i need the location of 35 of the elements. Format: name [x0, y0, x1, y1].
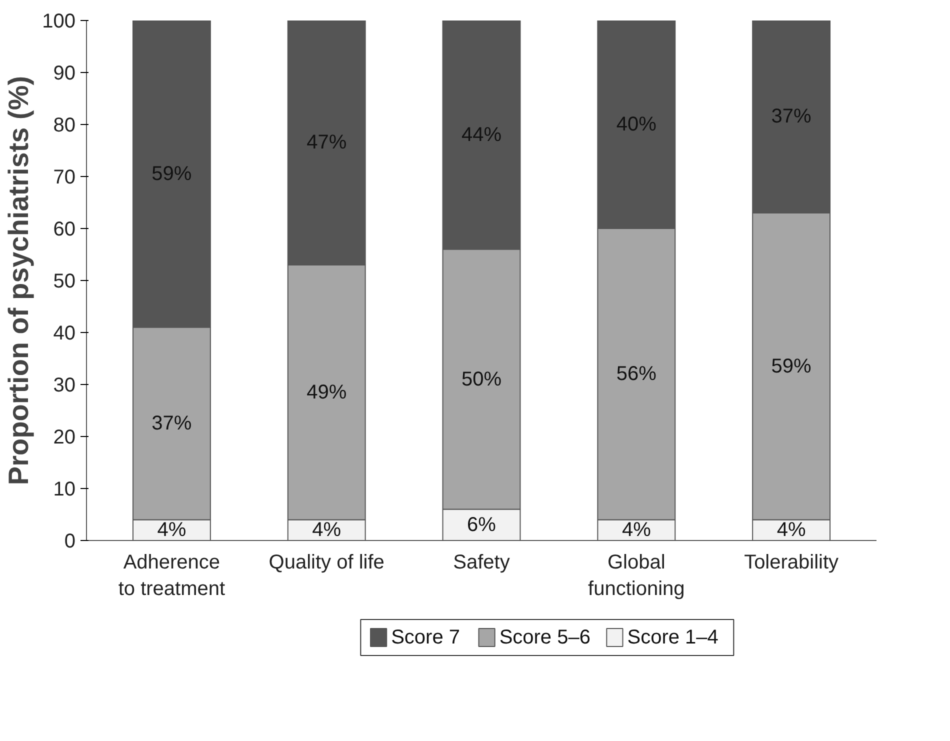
x-tick-label: Tolerability [744, 552, 839, 574]
data-label: 6% [467, 514, 496, 536]
y-tick-label: 100 [42, 10, 76, 32]
y-tick-label: 70 [53, 166, 76, 188]
y-tick-label: 90 [53, 62, 76, 84]
data-label: 59% [771, 355, 812, 378]
legend-label: Score 5–6 [499, 626, 590, 648]
y-tick-label: 20 [53, 426, 76, 448]
data-label: 4% [776, 519, 806, 542]
data-label: 56% [616, 363, 657, 386]
x-tick-label: Adherence to treatment [118, 552, 226, 600]
x-tick-label: Quality of life [268, 552, 384, 574]
data-label: 44% [461, 124, 502, 146]
y-tick-label: 0 [64, 530, 76, 552]
x-tick-label: Safety [453, 552, 510, 574]
y-tick-label: 40 [53, 322, 76, 344]
data-label: 59% [152, 162, 192, 185]
data-label: 4% [312, 519, 342, 542]
data-label: 47% [306, 132, 347, 154]
y-tick-label: 50 [53, 270, 76, 292]
data-label: 4% [157, 519, 186, 542]
data-label: 49% [306, 381, 347, 404]
y-tick-label: 10 [53, 478, 76, 500]
data-label: 50% [461, 368, 502, 390]
legend-label: Score 1–4 [627, 626, 718, 648]
y-axis-title: Proportion of psychiatrists (%) [3, 76, 34, 486]
y-tick-label: 30 [53, 374, 76, 396]
y-tick-label: 80 [53, 114, 76, 136]
y-tick-label: 60 [53, 218, 76, 240]
data-label: 37% [771, 106, 812, 128]
data-label: 37% [152, 412, 192, 434]
data-label: 4% [622, 519, 652, 542]
data-label: 40% [616, 114, 657, 136]
legend-label: Score 7 [391, 626, 460, 648]
x-tick-label: Global functioning [588, 552, 685, 600]
